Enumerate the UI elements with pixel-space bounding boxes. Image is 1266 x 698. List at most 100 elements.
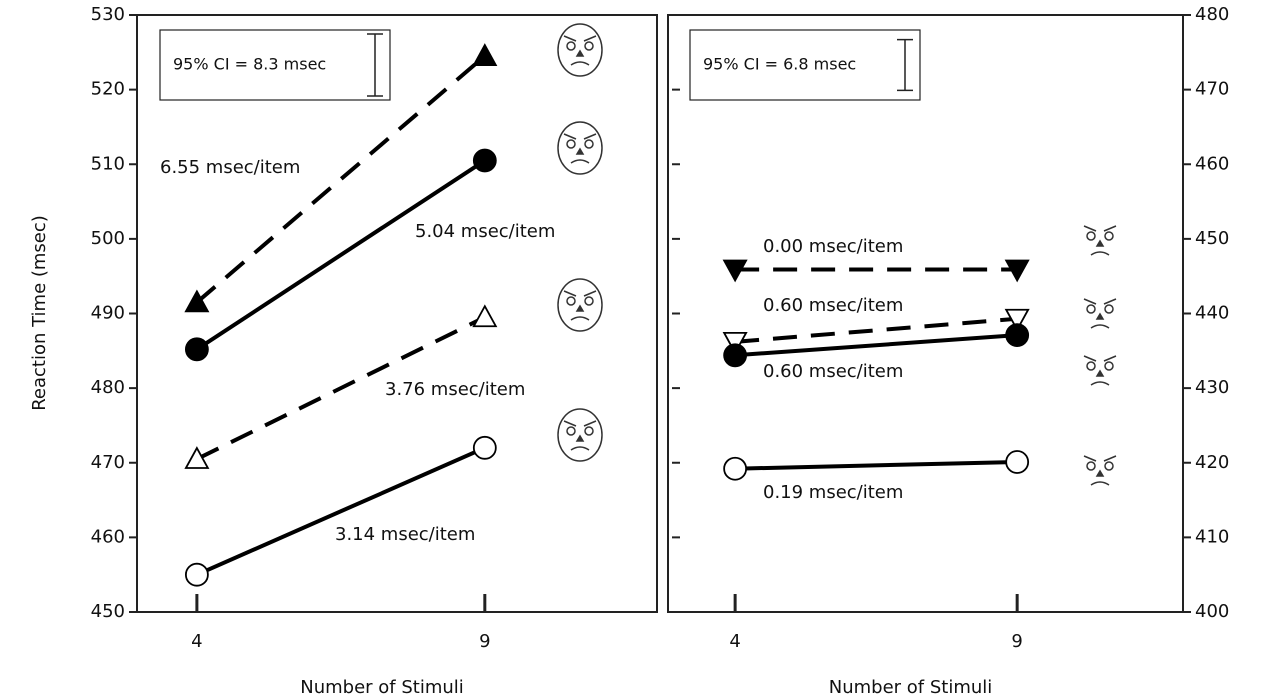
face-eye [1086, 231, 1096, 241]
marker [723, 343, 748, 368]
marker [722, 259, 748, 283]
marker [472, 148, 497, 173]
plot-frame [136, 14, 658, 613]
slope-annotation: 5.04 msec/item [415, 221, 555, 242]
marker [184, 337, 209, 362]
face-eye [566, 41, 576, 51]
y-tick-label: 410 [1195, 526, 1229, 547]
face-eye [1104, 304, 1114, 314]
face-nose [575, 434, 585, 442]
slope-annotation: 3.76 msec/item [385, 379, 525, 400]
slope-annotation: 0.60 msec/item [763, 361, 903, 382]
face-brow [1083, 225, 1117, 232]
marker [184, 562, 209, 587]
series-line [195, 158, 486, 351]
face-eye [584, 296, 594, 306]
marker [472, 304, 498, 328]
face-eye [566, 426, 576, 436]
face-icon [557, 23, 603, 77]
slope-annotation: 0.19 msec/item [763, 482, 903, 503]
face-icon [1083, 455, 1117, 486]
y-tick-label: 510 [91, 153, 125, 174]
marker [1005, 323, 1030, 348]
marker [472, 43, 498, 66]
face-nose [1095, 369, 1105, 377]
face-eye [1104, 361, 1114, 371]
y-tick-label: 480 [1195, 4, 1229, 25]
y-tick-label: 490 [91, 303, 125, 324]
face-brow [1083, 455, 1117, 462]
face-outline [557, 23, 603, 77]
face-icon [1083, 298, 1117, 329]
slope-annotation: 0.00 msec/item [763, 236, 903, 257]
marker [722, 331, 748, 355]
face-brow [563, 290, 597, 297]
ci-box [159, 29, 391, 101]
face-nose [575, 49, 585, 57]
y-tick-label: 530 [91, 4, 125, 25]
series-line [734, 333, 1018, 358]
marker [723, 456, 748, 481]
marker [184, 289, 210, 313]
series-line [196, 445, 486, 577]
face-icon [557, 121, 603, 175]
face-icon [1083, 225, 1117, 256]
ci-label: 95% CI = 6.8 msec [703, 55, 856, 74]
slope-annotation: 6.55 msec/item [160, 157, 300, 178]
series-line [196, 315, 486, 461]
face-eye [584, 41, 594, 51]
y-tick-label: 520 [91, 79, 125, 100]
face-eye [566, 296, 576, 306]
face-mouth [570, 316, 590, 321]
face-nose [1095, 469, 1105, 477]
plot-frame [667, 14, 1184, 613]
face-icon [1083, 355, 1117, 386]
face-eye [584, 426, 594, 436]
face-eye [1086, 361, 1096, 371]
face-eye [1086, 304, 1096, 314]
ci-box [689, 29, 921, 101]
face-mouth [570, 159, 590, 164]
y-tick-label: 480 [91, 377, 125, 398]
x-tick-label: 9 [1011, 631, 1022, 652]
slope-annotation: 0.60 msec/item [763, 295, 903, 316]
marker [1004, 259, 1030, 283]
marker [472, 435, 497, 460]
face-nose [575, 304, 585, 312]
face-mouth [570, 61, 590, 66]
y-tick-label: 470 [1195, 79, 1229, 100]
face-brow [563, 420, 597, 427]
face-eye [566, 139, 576, 149]
series-line [734, 316, 1018, 344]
face-mouth [1090, 381, 1110, 386]
face-mouth [570, 446, 590, 451]
series-line [195, 54, 487, 304]
face-brow [563, 133, 597, 140]
x-tick-label: 4 [729, 631, 740, 652]
face-outline [557, 278, 603, 332]
face-brow [1083, 298, 1117, 305]
face-nose [575, 147, 585, 155]
face-brow [563, 35, 597, 42]
ci-bar [367, 33, 383, 97]
marker [184, 446, 210, 469]
marker [1005, 450, 1030, 474]
face-icon [557, 408, 603, 462]
marker [1004, 308, 1030, 332]
face-eye [1086, 461, 1096, 471]
y-tick-label: 420 [1195, 452, 1229, 473]
y-tick-label: 450 [91, 601, 125, 622]
face-mouth [1090, 324, 1110, 329]
x-axis-label: Number of Stimuli [300, 677, 464, 698]
y-tick-label: 450 [1195, 228, 1229, 249]
y-tick-label: 500 [91, 228, 125, 249]
face-brow [1083, 355, 1117, 362]
x-axis-label: Number of Stimuli [829, 677, 993, 698]
ci-bar [897, 38, 913, 92]
ci-label: 95% CI = 8.3 msec [173, 55, 326, 74]
y-tick-label: 440 [1195, 303, 1229, 324]
y-axis-label: Reaction Time (msec) [29, 215, 50, 411]
y-tick-label: 430 [1195, 377, 1229, 398]
y-tick-label: 460 [91, 526, 125, 547]
